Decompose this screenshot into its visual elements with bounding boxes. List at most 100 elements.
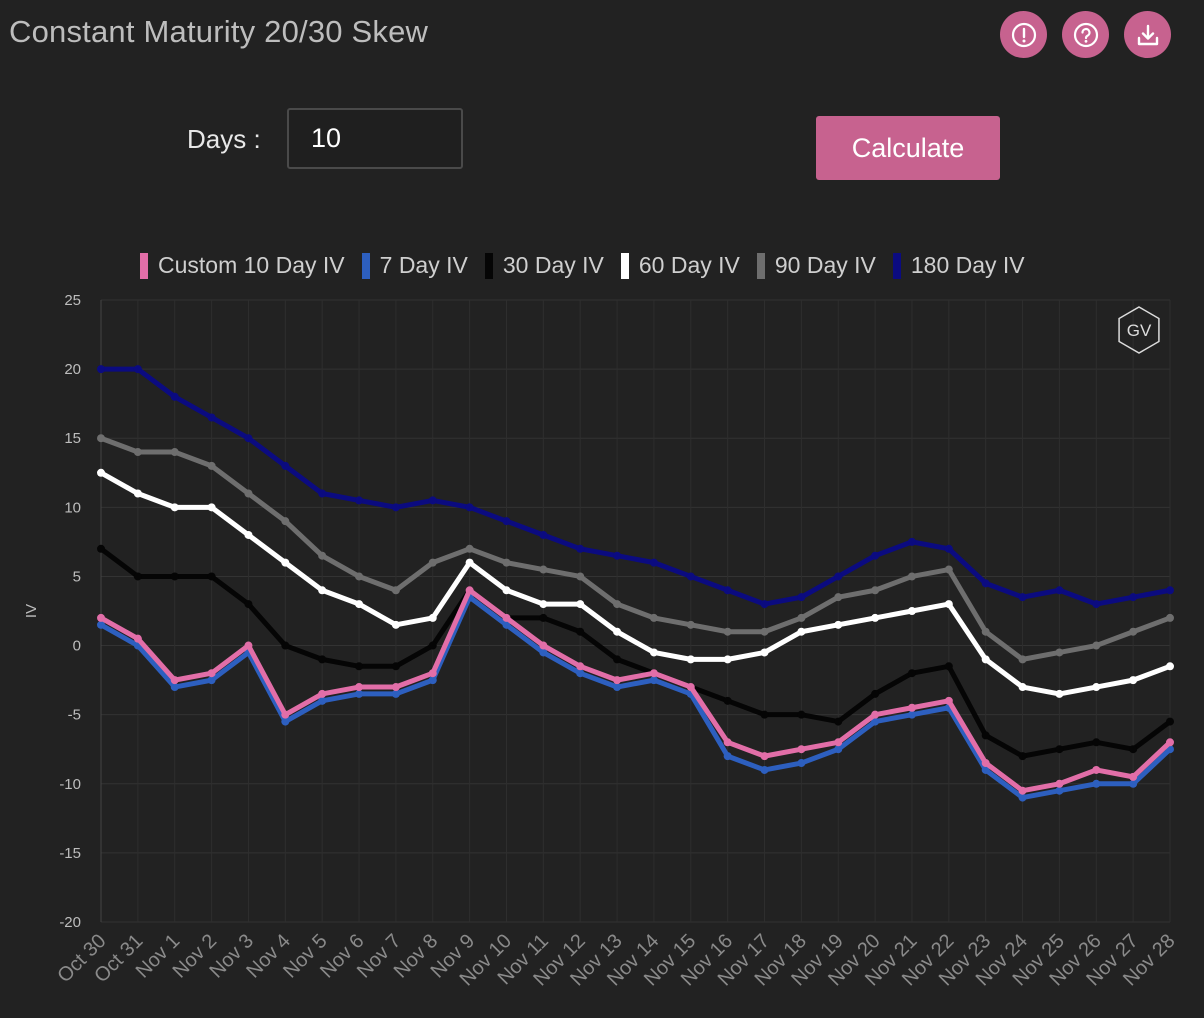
data-point xyxy=(281,517,290,526)
data-point xyxy=(760,627,769,636)
data-point xyxy=(428,558,437,567)
legend-item[interactable]: 7 Day IV xyxy=(361,252,468,279)
data-point xyxy=(723,696,732,705)
data-point xyxy=(613,600,622,609)
data-point xyxy=(613,676,622,685)
data-point xyxy=(170,572,179,581)
data-point xyxy=(871,613,880,622)
data-point xyxy=(686,655,695,664)
data-point xyxy=(797,613,806,622)
data-point xyxy=(871,689,880,698)
y-tick-label: 15 xyxy=(64,430,81,447)
data-point xyxy=(834,572,843,581)
series-line xyxy=(98,546,1173,759)
data-point xyxy=(207,461,216,470)
data-point xyxy=(539,600,548,609)
data-point xyxy=(318,489,327,498)
data-point xyxy=(170,676,179,685)
data-point xyxy=(944,662,953,671)
data-point xyxy=(871,551,880,560)
legend-item[interactable]: Custom 10 Day IV xyxy=(140,252,345,279)
watermark-hexagon xyxy=(1118,306,1160,354)
data-point xyxy=(465,544,474,553)
data-point xyxy=(1018,683,1027,692)
help-button[interactable] xyxy=(1062,11,1109,58)
data-point xyxy=(834,745,843,754)
data-point xyxy=(355,600,364,609)
data-point xyxy=(871,586,880,595)
legend-label: 60 Day IV xyxy=(638,252,740,278)
data-point xyxy=(539,648,548,657)
alert-button[interactable] xyxy=(1000,11,1047,58)
data-point xyxy=(1055,779,1064,788)
y-tick-label: 10 xyxy=(64,499,81,516)
data-point xyxy=(649,669,658,678)
data-point xyxy=(502,586,511,595)
data-point xyxy=(428,676,437,685)
calculate-button[interactable]: Calculate xyxy=(816,116,1000,180)
data-point xyxy=(133,572,142,581)
data-point xyxy=(281,710,290,719)
data-point xyxy=(1055,648,1064,657)
data-point xyxy=(428,641,437,650)
data-point xyxy=(281,641,290,650)
legend-label: 7 Day IV xyxy=(379,252,468,278)
data-point xyxy=(170,392,179,401)
data-point xyxy=(834,593,843,602)
legend-label: 90 Day IV xyxy=(774,252,876,278)
legend-swatch xyxy=(892,252,901,279)
download-button[interactable] xyxy=(1124,11,1171,58)
days-input[interactable] xyxy=(287,108,463,169)
data-point xyxy=(576,669,585,678)
data-point xyxy=(907,572,916,581)
data-point xyxy=(318,696,327,705)
y-tick-label: -15 xyxy=(59,845,81,862)
data-point xyxy=(576,572,585,581)
data-point xyxy=(576,627,585,636)
data-point xyxy=(1092,641,1101,650)
y-tick-label: -20 xyxy=(59,914,81,931)
data-point xyxy=(1055,689,1064,698)
data-point xyxy=(981,731,990,740)
legend-swatch xyxy=(756,252,765,279)
data-point xyxy=(244,530,253,539)
series-line xyxy=(98,435,1173,662)
data-point xyxy=(539,530,548,539)
data-point xyxy=(834,738,843,747)
data-point xyxy=(944,696,953,705)
legend-swatch xyxy=(620,252,629,279)
legend-item[interactable]: 60 Day IV xyxy=(620,252,740,279)
data-point xyxy=(576,600,585,609)
legend-label: Custom 10 Day IV xyxy=(158,252,345,278)
data-point xyxy=(1055,586,1064,595)
data-point xyxy=(539,565,548,574)
data-point xyxy=(207,572,216,581)
data-point xyxy=(1018,655,1027,664)
legend-item[interactable]: 30 Day IV xyxy=(484,252,604,279)
data-point xyxy=(318,586,327,595)
series-line xyxy=(98,594,1173,801)
data-point xyxy=(97,468,105,477)
data-point xyxy=(1129,745,1138,754)
data-point xyxy=(760,765,769,774)
data-point xyxy=(649,676,658,685)
days-label: Days : xyxy=(187,124,261,154)
data-point xyxy=(355,683,364,692)
y-tick-label: 20 xyxy=(64,361,81,378)
data-point xyxy=(428,496,437,505)
data-point xyxy=(539,641,548,650)
legend-item[interactable]: 90 Day IV xyxy=(756,252,876,279)
data-point xyxy=(244,489,253,498)
data-point xyxy=(1092,779,1101,788)
data-point xyxy=(1055,786,1064,795)
data-point xyxy=(465,586,474,595)
data-point xyxy=(981,655,990,664)
data-point xyxy=(797,759,806,768)
data-point xyxy=(244,434,253,443)
data-point xyxy=(1092,683,1101,692)
data-point xyxy=(97,620,105,629)
data-point xyxy=(1092,738,1101,747)
legend-item[interactable]: 180 Day IV xyxy=(892,252,1025,279)
data-point xyxy=(244,641,253,650)
data-point xyxy=(1166,662,1174,671)
